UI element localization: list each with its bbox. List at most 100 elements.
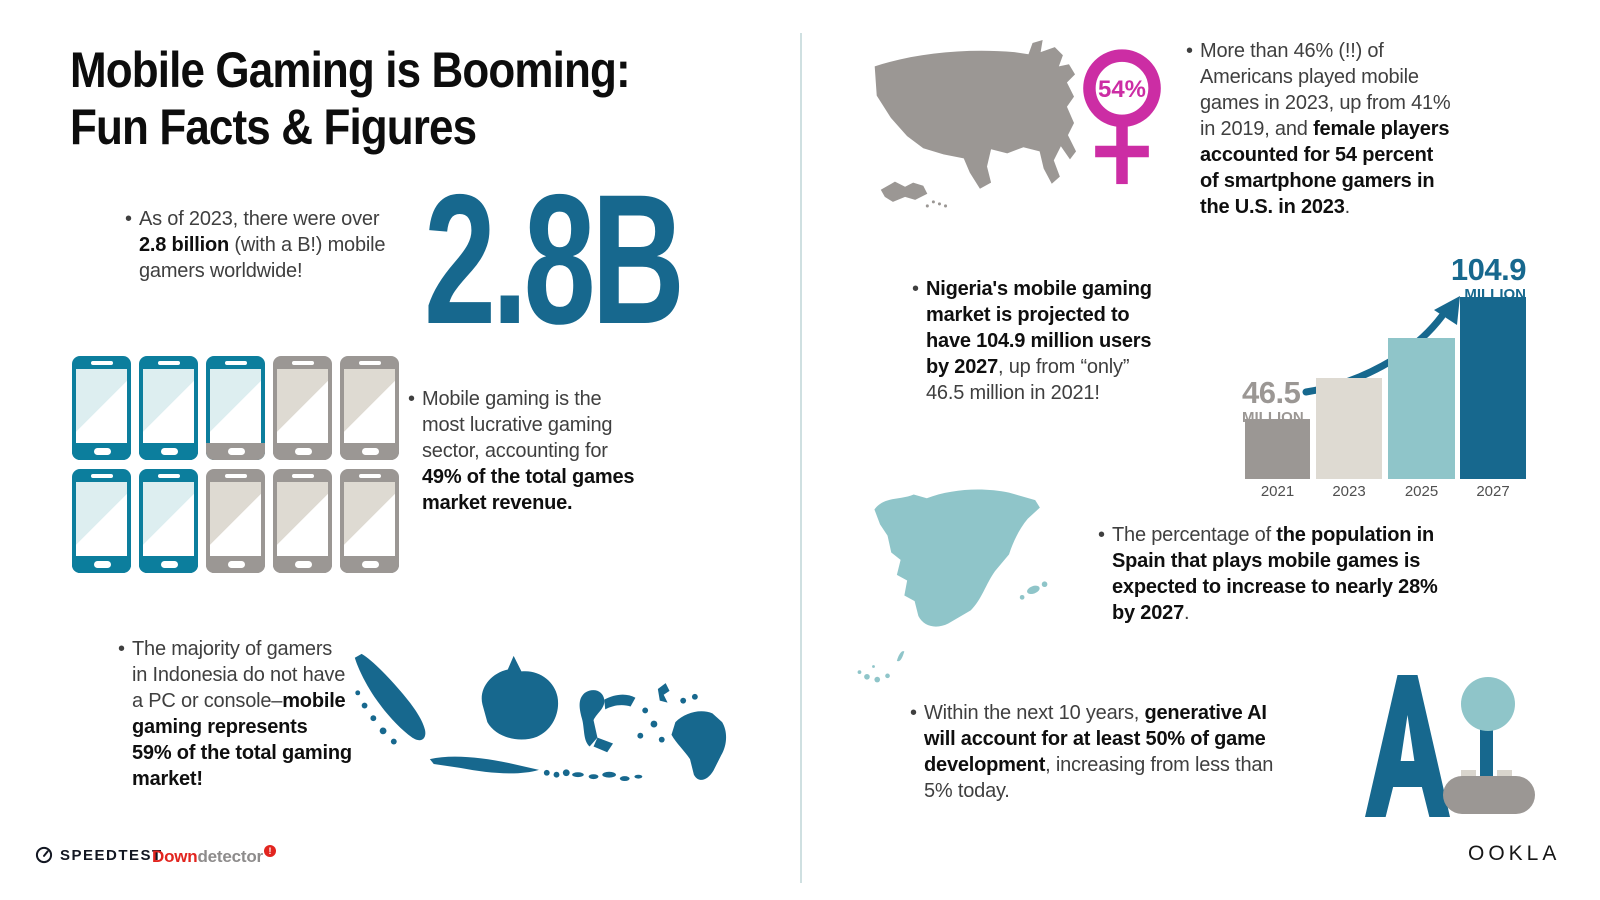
page-title-line2: Fun Facts & Figures xyxy=(70,99,477,155)
fact-nigeria-bold: Nigeria's mobile gaming market is projec… xyxy=(926,278,1152,378)
chart-x-label: 2021 xyxy=(1260,483,1295,500)
joystick-ball xyxy=(1461,677,1515,731)
fact-spain-text: The percentage of the population in Spai… xyxy=(1112,522,1458,626)
joystick-stick xyxy=(1480,729,1493,781)
phone-home-button xyxy=(361,448,379,455)
chart-start-label: 46.5 MILLION xyxy=(1242,377,1304,425)
fact-usa-text: More than 46% (!!) of Americans played m… xyxy=(1200,38,1452,220)
phone-icon-teal xyxy=(72,469,131,573)
phone-screen xyxy=(76,482,127,556)
chart-x-label: 2023 xyxy=(1332,483,1366,500)
phone-home-button xyxy=(93,561,111,568)
fact-spain-post: . xyxy=(1184,602,1190,624)
fact-nigeria: Nigeria's mobile gaming market is projec… xyxy=(912,276,1170,406)
female-symbol-icon: 54% xyxy=(1083,49,1161,185)
chart-start-value: 46.5 xyxy=(1242,375,1301,410)
phone-grid xyxy=(72,356,399,573)
fact-revenue-pre: Mobile gaming is the most lucrative gami… xyxy=(422,388,613,462)
chart-bar-2027 xyxy=(1460,297,1526,479)
phone-screen xyxy=(210,482,261,556)
fact-usa-bold: female players accounted for 54 percent … xyxy=(1200,118,1450,218)
phone-home-button xyxy=(93,448,111,455)
fact-nigeria-text: Nigeria's mobile gaming market is projec… xyxy=(926,276,1170,406)
phone-icon-gray xyxy=(273,356,332,460)
chart-bar-2025 xyxy=(1388,338,1455,479)
center-divider xyxy=(800,33,802,883)
fact-revenue-bold: 49% of the total games market revenue. xyxy=(422,466,635,514)
phone-screen xyxy=(210,369,261,443)
phone-speaker xyxy=(90,361,113,365)
phone-icon-gray xyxy=(340,356,399,460)
indonesia-map xyxy=(354,653,727,782)
phone-home-button xyxy=(160,448,178,455)
phone-screen xyxy=(277,482,328,556)
spain-map xyxy=(857,489,1048,683)
downdetector-alert-badge-icon: ! xyxy=(263,845,276,857)
fact-ai: Within the next 10 years, generative AI … xyxy=(910,700,1302,804)
phone-home-button xyxy=(294,561,312,568)
phone-screen xyxy=(344,369,395,443)
bullet-dot xyxy=(1098,522,1112,626)
fact-ai-pre: Within the next 10 years, xyxy=(924,702,1145,724)
phone-speaker xyxy=(157,474,180,478)
fact-gamers: As of 2023, there were over 2.8 billion … xyxy=(125,206,397,284)
phone-home-button xyxy=(227,561,245,568)
bullet-dot xyxy=(1186,38,1200,220)
phone-home-button xyxy=(361,561,379,568)
bullet-dot xyxy=(118,636,132,792)
fact-indonesia-text: The majority of gamers in Indonesia do n… xyxy=(132,636,352,792)
joystick-button xyxy=(1497,770,1512,780)
ookla-logo: OOKLA xyxy=(1468,842,1561,865)
phone-icon-teal xyxy=(139,356,198,460)
chart-x-label: 2025 xyxy=(1404,483,1439,500)
phone-icon-partial xyxy=(206,356,265,460)
page-title: Mobile Gaming is Booming: Fun Facts & Fi… xyxy=(70,42,631,156)
fact-usa: More than 46% (!!) of Americans played m… xyxy=(1186,38,1452,220)
phone-icon-gray xyxy=(206,469,265,573)
chart-x-label: 2027 xyxy=(1476,483,1510,500)
bullet-dot xyxy=(910,700,924,804)
fact-indonesia: The majority of gamers in Indonesia do n… xyxy=(118,636,352,792)
phone-speaker xyxy=(224,361,247,365)
phone-speaker xyxy=(90,474,113,478)
downdetector-wordmark-down: Down xyxy=(152,847,198,866)
phone-screen xyxy=(277,369,328,443)
phone-speaker xyxy=(358,474,381,478)
downdetector-logo: Downdetector! xyxy=(152,845,276,867)
bullet-dot xyxy=(125,206,139,284)
fact-gamers-pre: As of 2023, there were over xyxy=(139,208,380,230)
bullet-dot xyxy=(912,276,926,406)
phone-icon-gray xyxy=(273,469,332,573)
phone-icon-gray xyxy=(340,469,399,573)
phone-speaker xyxy=(358,361,381,365)
page-title-line1: Mobile Gaming is Booming: xyxy=(70,42,631,98)
nigeria-users-bar-chart: 46.5 MILLION 104.9 MILLION 2021 2023 2025 2… xyxy=(1220,250,1532,500)
phone-home-button xyxy=(160,561,178,568)
letter-a-icon xyxy=(1365,675,1450,817)
joystick-button xyxy=(1461,770,1476,780)
chart-end-value: 104.9 xyxy=(1450,252,1527,287)
us-map xyxy=(874,40,1077,208)
fact-revenue-text: Mobile gaming is the most lucrative gami… xyxy=(422,386,646,516)
phone-icon-teal xyxy=(72,356,131,460)
chart-end-label: 104.9 MILLION xyxy=(1450,252,1527,302)
phone-screen xyxy=(143,482,194,556)
big-stat-2-8b: 2.8B xyxy=(424,157,685,363)
fact-usa-pre: More than 46% (!!) of Americans played m… xyxy=(1200,40,1451,140)
ai-joystick-icon xyxy=(1332,652,1547,827)
phone-speaker xyxy=(291,474,314,478)
fact-spain-pre: The percentage of xyxy=(1112,524,1277,546)
chart-bar-2023 xyxy=(1316,378,1382,479)
fact-indonesia-bold: mobile gaming represents 59% of the tota… xyxy=(132,690,352,790)
fact-indonesia-pre: The majority of gamers in Indonesia do n… xyxy=(132,638,346,712)
fact-gamers-text: As of 2023, there were over 2.8 billion … xyxy=(139,206,397,284)
phone-home-button xyxy=(227,448,245,455)
fact-gamers-post: (with a B!) mobile gamers worldwide! xyxy=(139,234,386,282)
joystick-base xyxy=(1443,776,1535,814)
fact-usa-post: . xyxy=(1344,196,1351,218)
phone-screen xyxy=(344,482,395,556)
fact-spain-bold: the population in Spain that plays mobil… xyxy=(1112,524,1438,624)
bullet-dot xyxy=(408,386,422,516)
fact-revenue: Mobile gaming is the most lucrative gami… xyxy=(408,386,646,516)
